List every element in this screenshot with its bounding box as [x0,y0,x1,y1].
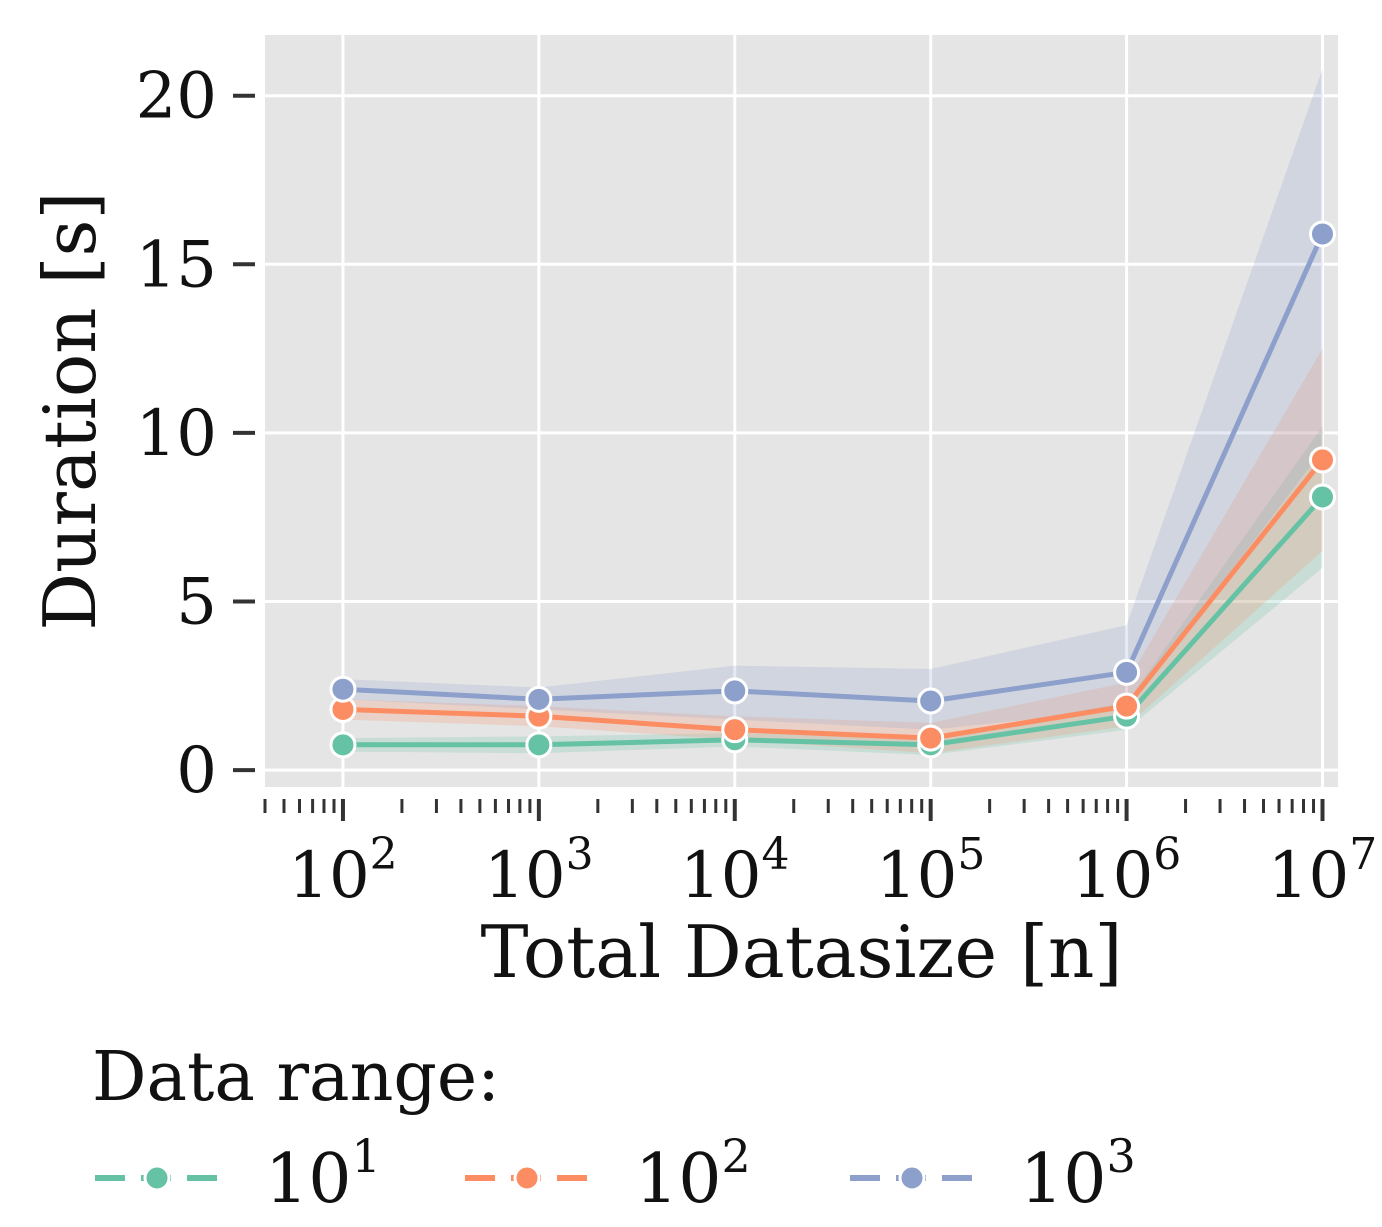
series-lines [342,232,1325,748]
data-point-1 [1308,483,1336,511]
y-tick-label: 10 [136,397,217,471]
legend-item-2: 102 [465,1129,751,1219]
data-point-2 [1308,446,1336,474]
series-line-1 [343,495,1325,748]
y-tick-label: 0 [176,734,217,808]
x-axis-label: Total Datasize [n] [480,910,1122,994]
series-markers [329,220,1336,759]
y-axis-label: Duration [s] [28,191,112,630]
x-tick-label: 104 [680,829,789,913]
data-point-1 [525,731,553,759]
legend-marker [513,1164,541,1192]
legend-label: 102 [635,1129,751,1219]
data-point-3 [329,675,357,703]
x-tick-label: 105 [876,829,985,913]
series-line-2 [342,458,1325,741]
legend-label: 103 [1020,1129,1136,1219]
x-tick-label: 107 [1268,829,1377,913]
series-line-3 [342,232,1325,704]
legend-item-3: 103 [850,1129,1136,1219]
x-tick-label: 106 [1072,829,1181,913]
data-point-1 [329,731,357,759]
x-tick-label: 103 [484,829,593,913]
grid [265,35,1338,787]
y-tick-label: 20 [136,60,217,134]
legend-label: 101 [265,1129,381,1219]
x-tick-label: 102 [288,829,397,913]
legend-title: Data range: [92,1038,500,1117]
data-point-2 [1113,692,1141,720]
y-tick-label: 15 [136,228,217,302]
legend: Data range: 101 102 103 [92,1038,1136,1219]
y-axis: 0 5 10 15 20 [136,60,255,808]
data-point-3 [1113,658,1141,686]
data-point-3 [917,687,945,715]
x-axis: 102 103 104 105 106 107 [263,799,1377,913]
legend-marker [898,1164,926,1192]
data-point-3 [1308,220,1336,248]
data-point-2 [917,724,945,752]
legend-item-1: 101 [95,1129,381,1219]
y-tick-label: 5 [176,566,217,640]
data-point-3 [525,685,553,713]
data-point-3 [721,677,749,705]
data-point-2 [721,716,749,744]
legend-marker [143,1164,171,1192]
